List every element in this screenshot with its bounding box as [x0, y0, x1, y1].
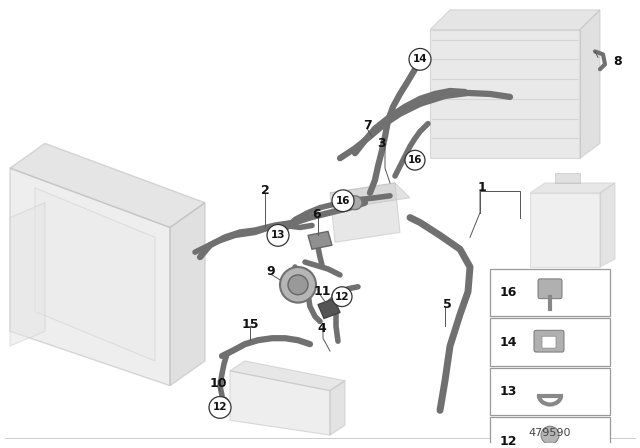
Text: 6: 6 — [313, 208, 321, 221]
Polygon shape — [530, 183, 615, 193]
Polygon shape — [10, 168, 170, 386]
Text: 4: 4 — [317, 322, 326, 335]
Circle shape — [215, 396, 229, 410]
Polygon shape — [318, 299, 340, 319]
FancyBboxPatch shape — [538, 279, 562, 299]
Polygon shape — [308, 232, 332, 249]
Circle shape — [541, 426, 559, 444]
Bar — [490, 368, 610, 415]
Text: 16: 16 — [500, 286, 517, 299]
Polygon shape — [330, 183, 400, 242]
Polygon shape — [600, 183, 615, 267]
Circle shape — [409, 48, 431, 70]
FancyBboxPatch shape — [542, 336, 556, 348]
Circle shape — [348, 196, 362, 210]
Circle shape — [409, 157, 421, 169]
FancyBboxPatch shape — [534, 330, 564, 352]
Text: 15: 15 — [241, 318, 259, 331]
Polygon shape — [330, 183, 410, 208]
Polygon shape — [330, 381, 345, 435]
Text: 16: 16 — [408, 155, 422, 165]
Polygon shape — [10, 143, 205, 228]
Circle shape — [288, 275, 308, 295]
Polygon shape — [10, 203, 45, 346]
Text: 13: 13 — [500, 385, 517, 398]
Circle shape — [332, 190, 354, 211]
Text: 7: 7 — [364, 119, 372, 132]
Text: 479590: 479590 — [529, 428, 572, 438]
Text: 13: 13 — [271, 230, 285, 241]
Text: 12: 12 — [212, 402, 227, 413]
Bar — [490, 319, 610, 366]
Text: 16: 16 — [336, 196, 350, 206]
Circle shape — [267, 224, 289, 246]
Polygon shape — [430, 30, 580, 158]
Text: 10: 10 — [209, 377, 227, 390]
Circle shape — [332, 287, 352, 306]
Text: 5: 5 — [443, 298, 451, 311]
Bar — [490, 418, 610, 448]
Polygon shape — [230, 361, 345, 391]
Circle shape — [405, 151, 425, 170]
Text: 14: 14 — [413, 54, 428, 65]
Text: 3: 3 — [378, 137, 387, 150]
Bar — [490, 269, 610, 316]
Text: 12: 12 — [335, 292, 349, 302]
Text: 1: 1 — [477, 181, 486, 194]
Polygon shape — [230, 371, 330, 435]
Text: 8: 8 — [614, 55, 622, 68]
Polygon shape — [35, 188, 155, 361]
Polygon shape — [170, 203, 205, 386]
Polygon shape — [530, 193, 600, 267]
Polygon shape — [555, 173, 580, 183]
Text: 11: 11 — [313, 285, 331, 298]
Polygon shape — [430, 10, 600, 30]
Circle shape — [332, 289, 348, 305]
Text: 12: 12 — [500, 435, 518, 448]
Polygon shape — [580, 10, 600, 158]
Text: 2: 2 — [260, 185, 269, 198]
Text: 14: 14 — [500, 336, 518, 349]
Text: 9: 9 — [267, 266, 275, 279]
Circle shape — [280, 267, 316, 302]
Circle shape — [209, 396, 231, 418]
